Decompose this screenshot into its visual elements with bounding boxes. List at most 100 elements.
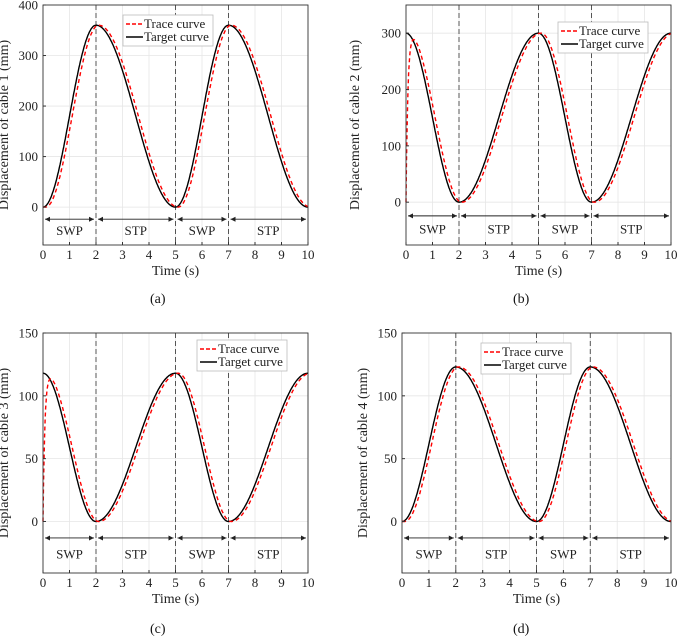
phase-label: STP bbox=[257, 223, 279, 238]
x-tick-label: 3 bbox=[119, 247, 126, 262]
x-tick-label: 3 bbox=[482, 247, 489, 262]
y-axis-label: Displacement of cable 3 (mm) bbox=[0, 368, 12, 539]
x-tick-label: 2 bbox=[93, 575, 100, 590]
x-tick-label: 4 bbox=[146, 575, 153, 590]
legend-label-target: Target curve bbox=[502, 357, 567, 372]
x-tick-label: 3 bbox=[119, 575, 126, 590]
x-tick-label: 9 bbox=[641, 575, 648, 590]
x-axis-label: Time (s) bbox=[152, 264, 200, 279]
x-tick-label: 5 bbox=[533, 575, 540, 590]
x-tick-label: 10 bbox=[302, 575, 315, 590]
x-tick-label: 4 bbox=[146, 247, 153, 262]
legend-label-trace: Trace curve bbox=[218, 341, 279, 356]
y-tick-label: 200 bbox=[19, 99, 39, 114]
y-tick-label: 150 bbox=[19, 326, 39, 341]
x-tick-label: 4 bbox=[509, 247, 516, 262]
x-tick-label: 7 bbox=[225, 575, 232, 590]
phase-label: SWP bbox=[416, 546, 443, 561]
x-tick-label: 1 bbox=[66, 247, 73, 262]
arrowhead-icon bbox=[404, 535, 454, 541]
x-tick-label: 0 bbox=[403, 247, 410, 262]
y-tick-label: 300 bbox=[382, 26, 402, 41]
phase-label: STP bbox=[125, 223, 147, 238]
y-tick-label: 300 bbox=[19, 48, 39, 63]
x-tick-label: 8 bbox=[615, 247, 622, 262]
x-tick-label: 9 bbox=[278, 247, 285, 262]
x-tick-label: 7 bbox=[587, 575, 594, 590]
arrowhead-icon bbox=[177, 216, 227, 222]
arrowhead-icon bbox=[540, 213, 590, 219]
trace-curve-line bbox=[42, 372, 309, 523]
phase-label: SWP bbox=[56, 223, 83, 238]
arrowhead-icon bbox=[45, 216, 94, 222]
trace-curve-line bbox=[43, 24, 309, 208]
phase-label: STP bbox=[485, 546, 507, 561]
y-tick-label: 100 bbox=[19, 388, 39, 403]
x-tick-label: 2 bbox=[93, 247, 100, 262]
phase-label: SWP bbox=[419, 221, 446, 236]
phase-label: SWP bbox=[552, 221, 579, 236]
legend-label-target: Target curve bbox=[144, 29, 209, 44]
x-axis-label: Time (s) bbox=[152, 592, 200, 607]
x-tick-label: 5 bbox=[172, 575, 179, 590]
y-axis-label: Displacement of cable 2 (mm) bbox=[348, 40, 363, 211]
x-tick-label: 9 bbox=[641, 247, 648, 262]
caption-a: (a) bbox=[150, 292, 166, 307]
x-tick-label: 8 bbox=[252, 247, 259, 262]
legend-label-target: Target curve bbox=[218, 354, 283, 369]
x-tick-label: 0 bbox=[399, 575, 406, 590]
x-tick-label: 3 bbox=[479, 575, 486, 590]
x-tick-label: 1 bbox=[426, 575, 433, 590]
x-tick-label: 10 bbox=[665, 247, 678, 262]
phase-label: STP bbox=[619, 546, 641, 561]
phase-label: STP bbox=[620, 221, 642, 236]
legend-label-trace: Trace curve bbox=[144, 16, 205, 31]
x-tick-label: 7 bbox=[225, 247, 232, 262]
y-tick-label: 0 bbox=[391, 514, 398, 529]
y-tick-label: 400 bbox=[19, 0, 39, 13]
x-tick-label: 0 bbox=[40, 575, 47, 590]
x-tick-label: 2 bbox=[453, 575, 460, 590]
target-curve-line bbox=[43, 372, 308, 523]
y-tick-label: 0 bbox=[32, 200, 39, 215]
y-axis-label: Displacement of cable 1 (mm) bbox=[0, 40, 12, 211]
phase-label: STP bbox=[125, 546, 147, 561]
y-tick-label: 100 bbox=[19, 149, 39, 164]
x-tick-label: 10 bbox=[665, 575, 678, 590]
y-tick-label: 200 bbox=[382, 82, 402, 97]
caption-c: (c) bbox=[150, 622, 166, 637]
caption-d: (d) bbox=[513, 622, 530, 637]
x-axis-label: Time (s) bbox=[515, 264, 563, 279]
y-tick-label: 0 bbox=[395, 195, 402, 210]
x-tick-label: 7 bbox=[588, 247, 595, 262]
arrowhead-icon bbox=[408, 213, 457, 219]
x-tick-label: 9 bbox=[278, 575, 285, 590]
legend-box bbox=[480, 342, 572, 375]
x-tick-label: 10 bbox=[302, 247, 315, 262]
y-tick-label: 100 bbox=[382, 138, 402, 153]
y-tick-label: 100 bbox=[378, 388, 398, 403]
legend-box bbox=[557, 21, 649, 54]
legend-label-trace: Trace curve bbox=[579, 23, 640, 38]
phase-label: SWP bbox=[56, 546, 83, 561]
x-tick-label: 4 bbox=[506, 575, 513, 590]
trace-curve-line bbox=[405, 32, 672, 203]
x-tick-label: 6 bbox=[560, 575, 567, 590]
arrowhead-icon bbox=[538, 535, 589, 541]
trace-curve-line bbox=[402, 366, 672, 523]
x-tick-label: 8 bbox=[252, 575, 259, 590]
x-tick-label: 1 bbox=[66, 575, 73, 590]
phase-label: SWP bbox=[189, 546, 216, 561]
x-axis-label: Time (s) bbox=[513, 592, 561, 607]
arrowhead-icon bbox=[177, 535, 227, 541]
x-tick-label: 2 bbox=[456, 247, 463, 262]
x-tick-label: 1 bbox=[429, 247, 436, 262]
target-curve-line bbox=[43, 24, 308, 208]
